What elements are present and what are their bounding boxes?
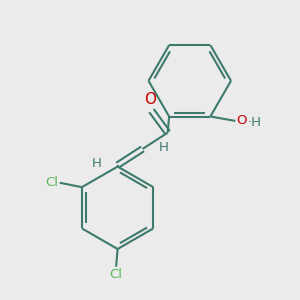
Text: O: O: [144, 92, 156, 107]
Text: Cl: Cl: [45, 176, 58, 189]
Text: H: H: [159, 141, 169, 154]
Text: H: H: [92, 157, 101, 170]
Text: O: O: [236, 114, 247, 128]
Text: Cl: Cl: [110, 268, 123, 281]
Text: ·H: ·H: [248, 116, 262, 129]
